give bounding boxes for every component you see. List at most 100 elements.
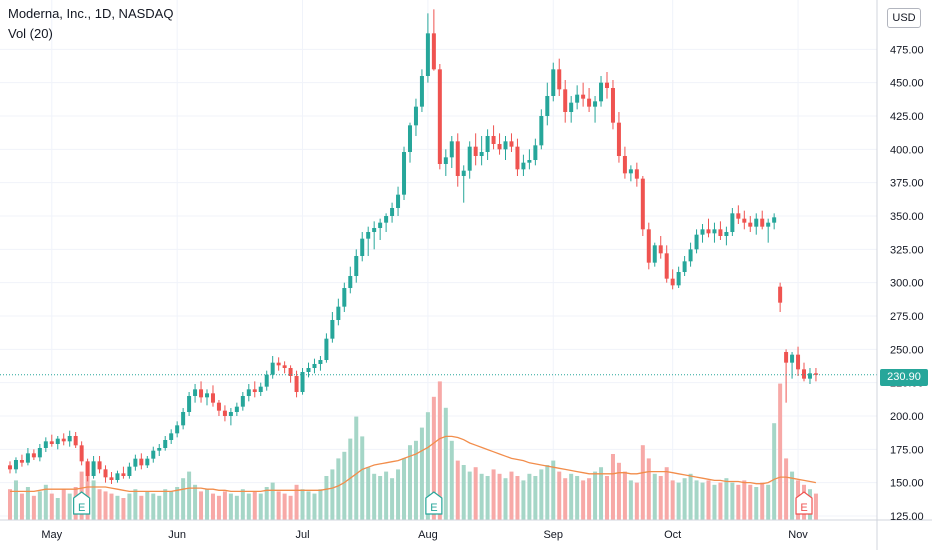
candle-body [419, 76, 424, 107]
candle [407, 122, 412, 163]
symbol-title[interactable]: Moderna, Inc., 1D, NASDAQ [8, 6, 174, 21]
volume-bar [378, 476, 383, 520]
candle [19, 454, 24, 467]
candle [664, 245, 669, 283]
candle [175, 421, 180, 438]
candle [121, 466, 126, 479]
candle [718, 221, 723, 240]
volume-bar [694, 480, 699, 520]
volume-bar [563, 478, 568, 520]
price-tick-label: 250.00 [890, 344, 924, 356]
candle [61, 433, 66, 446]
candle [97, 456, 102, 474]
candle-body [169, 433, 174, 440]
candle [330, 312, 335, 343]
candle [784, 349, 789, 403]
candle-body [575, 94, 580, 103]
volume-bar [497, 473, 502, 520]
candle [754, 213, 759, 235]
candle-body [199, 389, 204, 398]
candle-body [366, 232, 371, 239]
volume-bar [8, 489, 12, 520]
time-axis[interactable]: May Jun Jul Aug Sep Oct Nov [41, 529, 808, 541]
candle-body [551, 69, 556, 96]
currency-button[interactable]: USD [887, 8, 921, 28]
volume-bar [366, 467, 371, 520]
candle-body [97, 461, 102, 470]
candle [575, 85, 580, 110]
candle [533, 138, 538, 166]
volume-bar [754, 487, 759, 520]
volume-bar [115, 495, 120, 520]
candle-body [807, 373, 812, 379]
candle [348, 266, 353, 294]
candle-body [778, 286, 783, 303]
candle [73, 432, 78, 448]
candle [199, 381, 204, 403]
candle-body [670, 278, 675, 286]
candle-body [431, 33, 436, 70]
volume-indicator-label[interactable]: Vol (20) [8, 26, 53, 41]
volume-bar [270, 482, 275, 520]
candle-body [61, 438, 66, 442]
candle-body [587, 98, 592, 107]
volume-bar [348, 438, 353, 520]
earnings-marker[interactable]: E [425, 491, 443, 515]
candle [539, 109, 544, 150]
earnings-marker[interactable]: E [73, 491, 91, 515]
volume-bar [640, 445, 645, 520]
volume-bar [163, 489, 168, 520]
earnings-marker[interactable]: E [795, 491, 813, 515]
candle-body [802, 369, 807, 379]
volume-bar [569, 473, 574, 520]
candle-body [616, 122, 621, 156]
candle-body [676, 272, 681, 286]
volume-bar [252, 491, 257, 520]
volume-bar [37, 491, 42, 520]
candle [670, 269, 675, 290]
volume-bar [610, 454, 615, 520]
candle-body [700, 229, 705, 235]
candle [622, 146, 627, 179]
candle [378, 218, 383, 240]
candle [557, 58, 562, 96]
candle-body [449, 141, 454, 158]
volume-bar [724, 478, 729, 520]
volume-bar [461, 465, 466, 520]
volume-bar [425, 412, 430, 520]
candle [91, 456, 96, 479]
volume-bar [19, 493, 24, 520]
candle [282, 361, 287, 374]
candle-body [384, 216, 389, 223]
candle-body [521, 162, 526, 170]
candle-body [790, 354, 795, 363]
volume-bar [55, 498, 60, 520]
candle-body [718, 229, 723, 236]
volume-bar [616, 462, 621, 520]
volume-bar [778, 383, 783, 520]
candle-body [563, 89, 568, 112]
candle [133, 454, 138, 471]
candle-body [318, 360, 323, 364]
candle [712, 222, 717, 243]
volume-bar [121, 498, 126, 520]
price-tick-label: 150.00 [890, 478, 924, 490]
price-tick-label: 300.00 [890, 278, 924, 290]
time-tick-label: Aug [418, 529, 438, 541]
candle-body [312, 364, 317, 368]
price-axis[interactable]: 125.00150.00175.00200.00225.00250.00275.… [890, 44, 924, 523]
candle-body [724, 232, 729, 236]
candle-body [610, 88, 615, 123]
candle-body [294, 376, 299, 392]
candle-body [264, 374, 269, 387]
candle-body [652, 245, 657, 263]
volume-bar [91, 480, 96, 520]
volume-bar [282, 493, 287, 520]
candle-body [599, 82, 604, 102]
candle [360, 232, 365, 262]
candle [766, 218, 771, 243]
candle [802, 362, 807, 382]
volume-bar [760, 482, 765, 520]
